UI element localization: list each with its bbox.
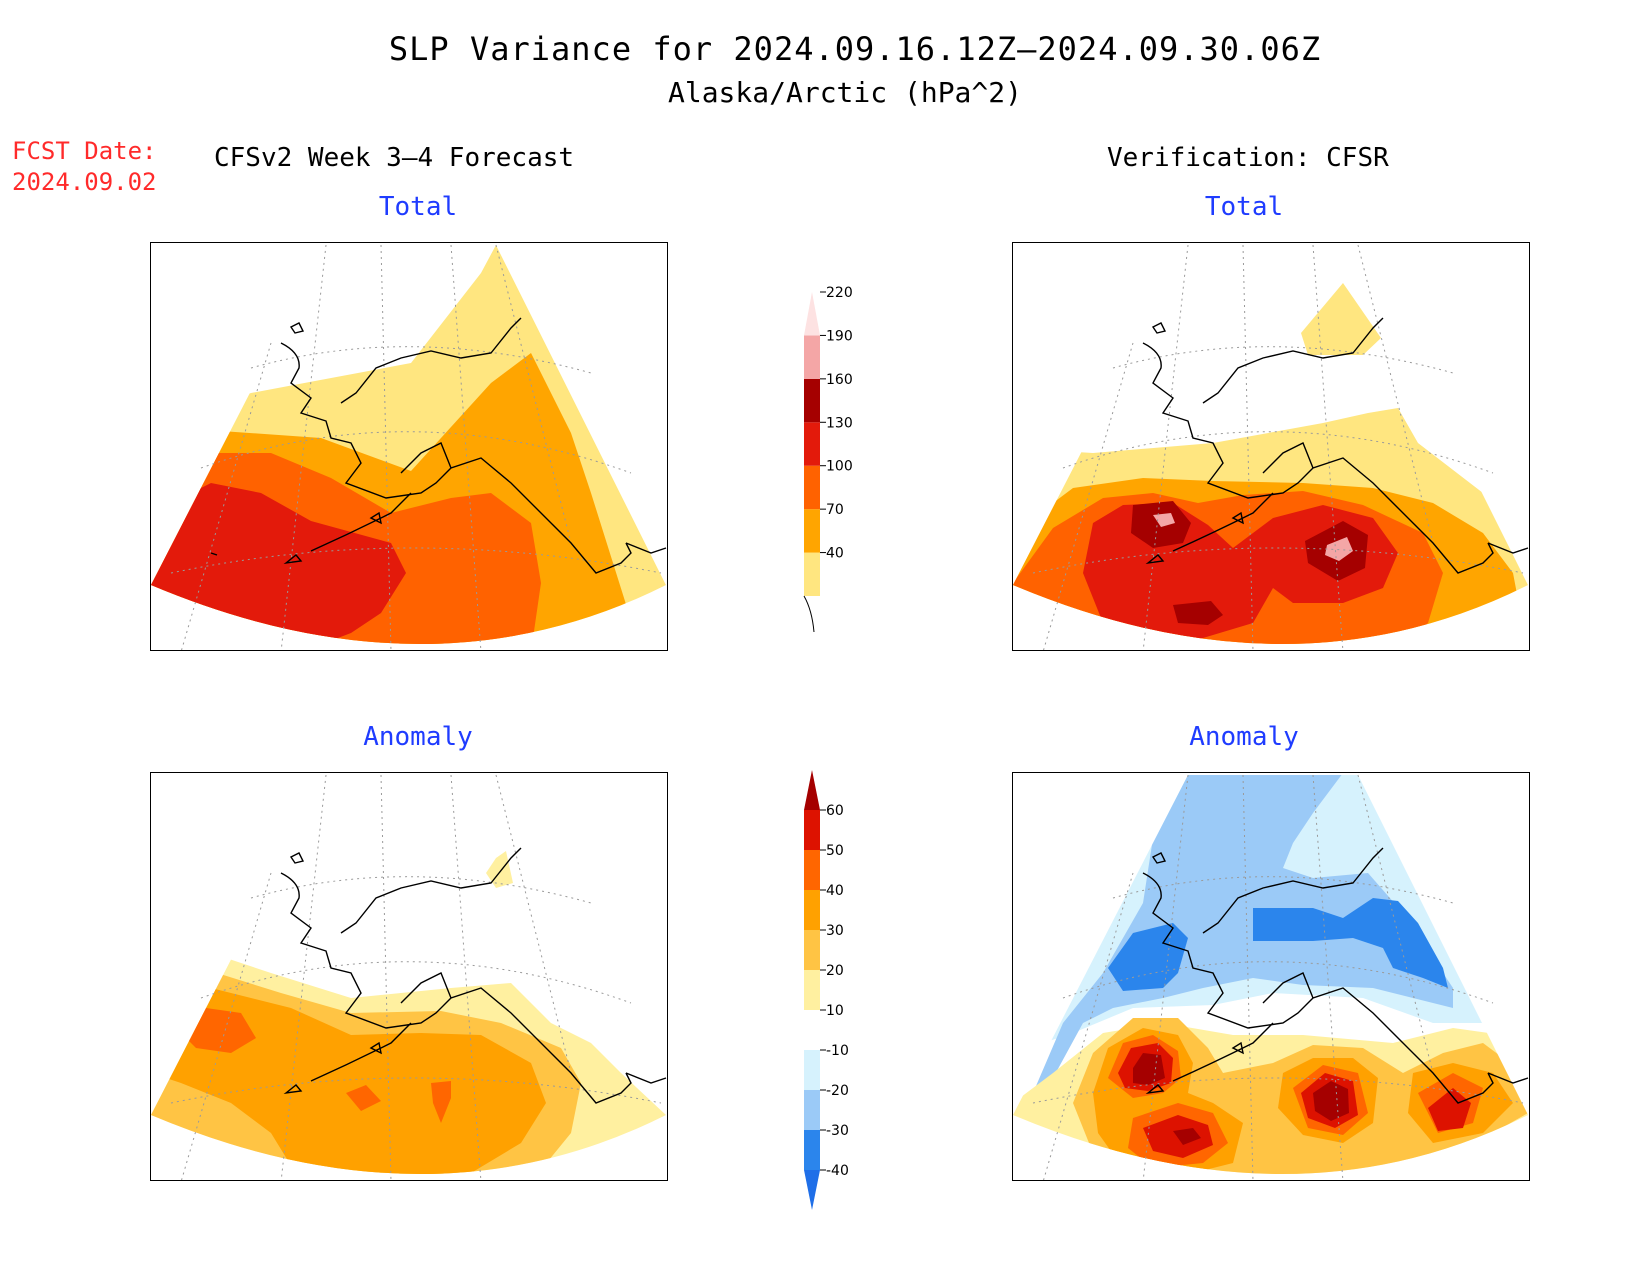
anomaly-colorbar-swatch: [804, 1170, 820, 1210]
fcst-date-value: 2024.09.02: [12, 168, 157, 196]
fcst-total-title: Total: [378, 192, 458, 222]
contour-fill-layer: [151, 245, 666, 644]
anomaly-colorbar-swatch: [804, 770, 820, 810]
graticule: [1032, 244, 1524, 650]
contour-fill-40-patch: [1301, 283, 1381, 355]
graticule: [1032, 774, 1524, 1180]
forecast-column-header: CFSv2 Week 3–4 Forecast: [214, 143, 575, 173]
contour-fill-160: [1173, 601, 1223, 625]
anomaly-colorbar-tick-label: 20: [826, 963, 844, 979]
contour-fill-60: [1313, 1081, 1349, 1121]
anomaly-colorbar-tick-label: -30: [826, 1123, 849, 1139]
contour-fill-40: [431, 1081, 451, 1123]
anomaly-colorbar-tick-label: -10: [826, 1043, 849, 1059]
contour-fill-60: [1133, 1053, 1165, 1085]
fcst-anomaly-map: [150, 772, 668, 1181]
fcst-date-label: FCST Date:: [12, 137, 157, 165]
contour-fill-layer: [1013, 283, 1528, 644]
coastline: [1142, 847, 1529, 1104]
total-colorbar-swatch: [804, 552, 820, 596]
anomaly-colorbar-swatch: [804, 890, 820, 930]
total-colorbar-lower-extension: [803, 595, 815, 633]
fcst-anomaly-title: Anomaly: [363, 722, 473, 752]
coastline: [1142, 317, 1529, 574]
total-colorbar-swatch: [804, 335, 820, 379]
total-colorbar-tick-label: 220: [826, 285, 853, 301]
contour-fill-neg30: [1253, 898, 1448, 988]
contour-fill-10-patch: [486, 851, 513, 888]
ver-total-title: Total: [1204, 192, 1284, 222]
total-colorbar-tick-label: 40: [826, 546, 844, 562]
anomaly-colorbar-tick-label: 40: [826, 883, 844, 899]
total-colorbar-tick-label: 190: [826, 328, 853, 344]
total-colorbar-swatch: [804, 422, 820, 466]
fcst-total-map: [150, 242, 668, 651]
anomaly-colorbar-swatch: [804, 970, 820, 1010]
total-colorbar-swatch: [804, 378, 820, 423]
anomaly-colorbar-tick-label: -40: [826, 1163, 849, 1179]
coastline: [210, 317, 667, 574]
total-colorbar-swatch: [804, 509, 820, 553]
anomaly-colorbar-tick-label: 30: [826, 923, 844, 939]
anomaly-colorbar-swatch: [804, 1010, 820, 1050]
verification-column-header: Verification: CFSR: [1107, 143, 1389, 173]
anomaly-colorbar-swatch: [804, 850, 820, 890]
contour-fill-190: [1153, 513, 1175, 527]
total-colorbar-swatch: [804, 292, 820, 336]
graticule: [170, 244, 662, 650]
graticule: [170, 774, 662, 1180]
contour-fill-60: [1173, 1128, 1201, 1145]
anomaly-colorbar-swatch: [804, 1050, 820, 1090]
anomaly-colorbar-tick-label: 60: [826, 803, 844, 819]
anomaly-colorbar-swatch: [804, 810, 820, 850]
total-colorbar-tick-label: 100: [826, 459, 853, 475]
coastline: [280, 847, 667, 1104]
contour-fill-50: [1428, 1088, 1471, 1131]
contour-fill-layer: [1013, 775, 1528, 1174]
contour-fill-layer: [151, 851, 666, 1174]
anomaly-colorbar-tick-label: 10: [826, 1003, 844, 1019]
contour-fill-neg20: [1033, 775, 1453, 1093]
contour-fill-40: [346, 1085, 381, 1111]
figure-title: SLP Variance for 2024.09.16.12Z–2024.09.…: [388, 30, 1322, 68]
anomaly-colorbar-tick-label: -20: [826, 1083, 849, 1099]
contour-fill-190: [1325, 537, 1353, 561]
ver-anomaly-map: [1012, 772, 1530, 1181]
anomaly-colorbar-swatch: [804, 1090, 820, 1130]
anomaly-colorbar: -40 -30 -20 -10 10 20 30 40 50 60: [804, 770, 849, 1210]
total-colorbar-tick-label: 70: [826, 502, 844, 518]
total-colorbar: 40 70 100 130 160 190 220: [803, 285, 853, 633]
colorbars: 40 70 100 130 160 190 220 -40 -30 -20 -10 10 20 30 40…: [803, 285, 853, 1210]
ver-anomaly-title: Anomaly: [1189, 722, 1299, 752]
total-colorbar-tick-label: 130: [826, 415, 853, 431]
figure-subtitle: Alaska/Arctic (hPa^2): [667, 76, 1022, 109]
contour-fill-neg30: [1108, 923, 1188, 991]
anomaly-colorbar-swatch: [804, 930, 820, 970]
ver-total-map: [1012, 242, 1530, 651]
total-colorbar-swatch: [804, 465, 820, 510]
anomaly-colorbar-tick-label: 50: [826, 843, 844, 859]
total-colorbar-tick-label: 160: [826, 372, 853, 388]
anomaly-colorbar-swatch: [804, 1130, 820, 1170]
